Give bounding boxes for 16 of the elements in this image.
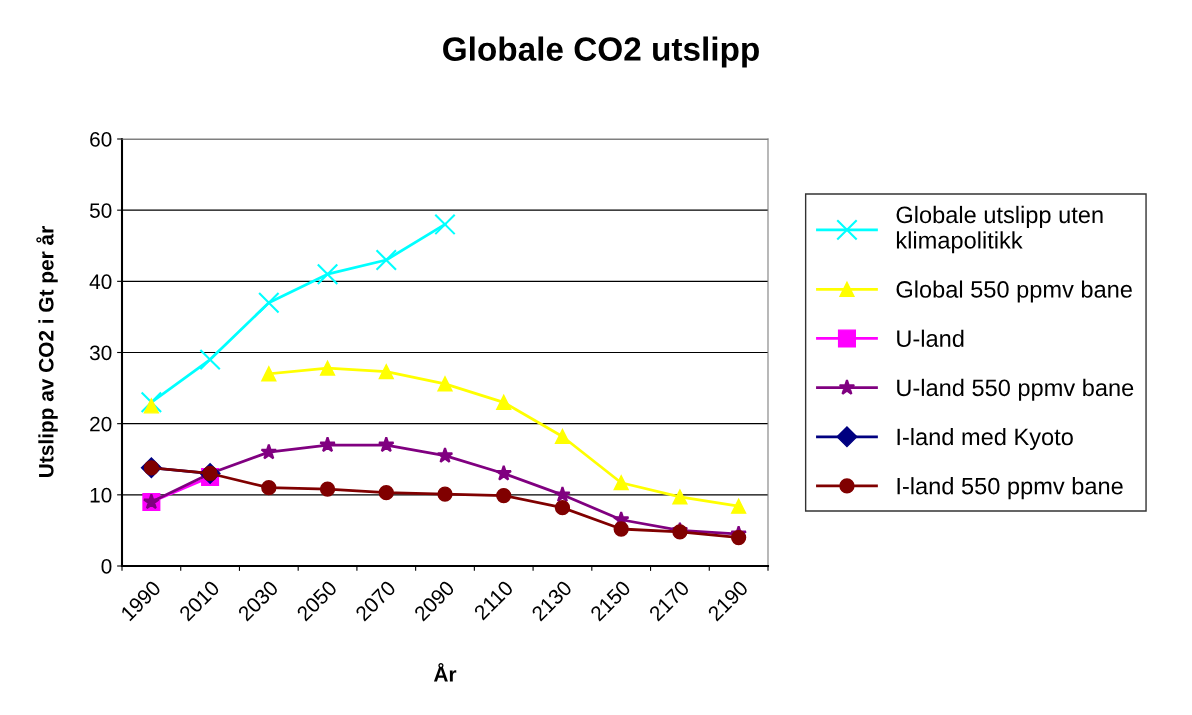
y-tick-label: 20 — [90, 416, 112, 432]
legend-label: Globale utslipp uten klimapolitikk — [896, 205, 1103, 254]
y-tick-label: 0 — [101, 559, 112, 574]
y-tick-label: 60 — [90, 132, 112, 147]
y-tick-label: 50 — [89, 203, 112, 218]
x-axis-title: År — [433, 663, 457, 682]
y-tick-label: 30 — [89, 345, 112, 361]
legend-label: Global 550 ppmv bane — [896, 280, 1132, 303]
y-tick-label: 10 — [90, 487, 112, 503]
y-tick-label: 40 — [89, 274, 112, 290]
y-axis-title: Utslipp av CO2 i Gt per år — [36, 226, 58, 477]
legend-label: I-land 550 ppmv bane — [897, 477, 1123, 500]
legend-label: U-land 550 ppmv bane — [897, 378, 1134, 401]
legend-label: U-land — [897, 329, 964, 347]
legend-label: I-land med Kyoto — [897, 427, 1073, 450]
chart-title: Globale CO2 utslipp — [443, 36, 759, 68]
